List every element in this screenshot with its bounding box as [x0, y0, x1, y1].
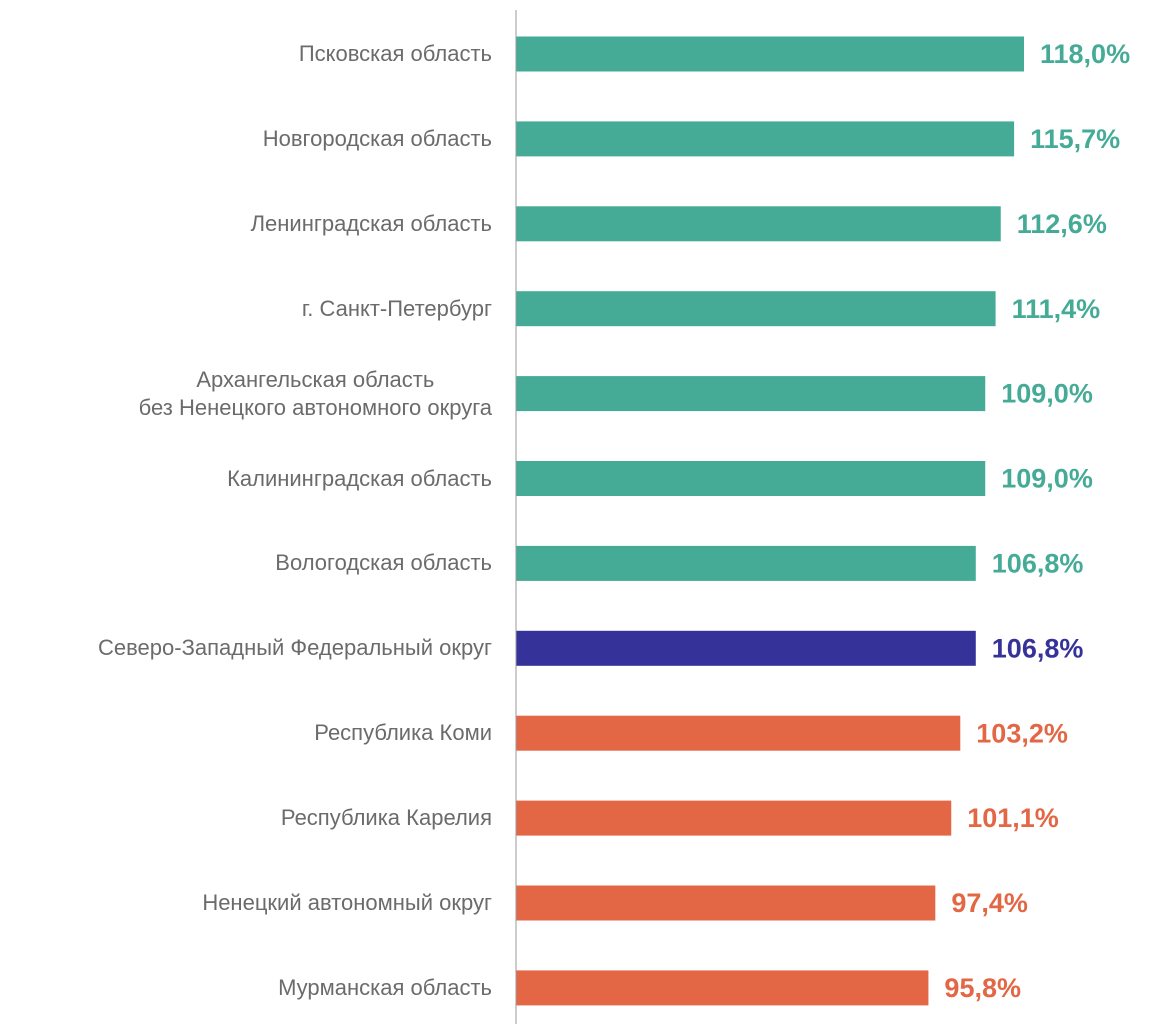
category-label: Псковская область: [298, 41, 492, 66]
bar: [516, 121, 1015, 157]
value-label: 112,6%: [1017, 209, 1107, 239]
category-label: Республика Коми: [314, 720, 492, 746]
value-label: 118,0%: [1040, 39, 1130, 69]
category-label: Вологодская область: [275, 550, 492, 576]
value-label: 109,0%: [1001, 379, 1093, 409]
bar: [516, 970, 929, 1006]
bar: [516, 800, 952, 836]
category-label: Ненецкий автономный округ: [202, 890, 492, 915]
category-label: Новгородская область: [262, 125, 492, 151]
value-label: 106,8%: [992, 633, 1084, 663]
value-label: 97,4%: [951, 888, 1028, 918]
bar: [516, 461, 986, 496]
value-label: 103,2%: [976, 718, 1068, 748]
category-label: Архангельская область без Ненецкого авто…: [138, 366, 492, 420]
value-label: 115,7%: [1030, 124, 1120, 154]
bar: [516, 206, 1001, 242]
value-label: 95,8%: [944, 973, 1021, 1003]
bar: [516, 545, 976, 581]
value-label: 106,8%: [992, 549, 1084, 579]
category-label: Республика Карелия: [280, 805, 492, 831]
bar: [516, 715, 961, 751]
category-label: Калининградская область: [227, 465, 492, 491]
category-label: г. Санкт-Петербург: [301, 295, 492, 321]
category-label: Мурманская область: [278, 974, 492, 1000]
bar: [516, 630, 976, 666]
value-label: 101,1%: [967, 803, 1059, 833]
bar: [516, 291, 996, 327]
category-label: Ленинградская область: [250, 210, 492, 236]
bar: [516, 36, 1024, 72]
value-label: 109,0%: [1001, 464, 1093, 494]
bar: [516, 376, 986, 412]
value-label: 111,4%: [1012, 294, 1101, 324]
category-label: Северо-Западный Федеральный округ: [97, 635, 492, 661]
bar: [516, 885, 936, 921]
